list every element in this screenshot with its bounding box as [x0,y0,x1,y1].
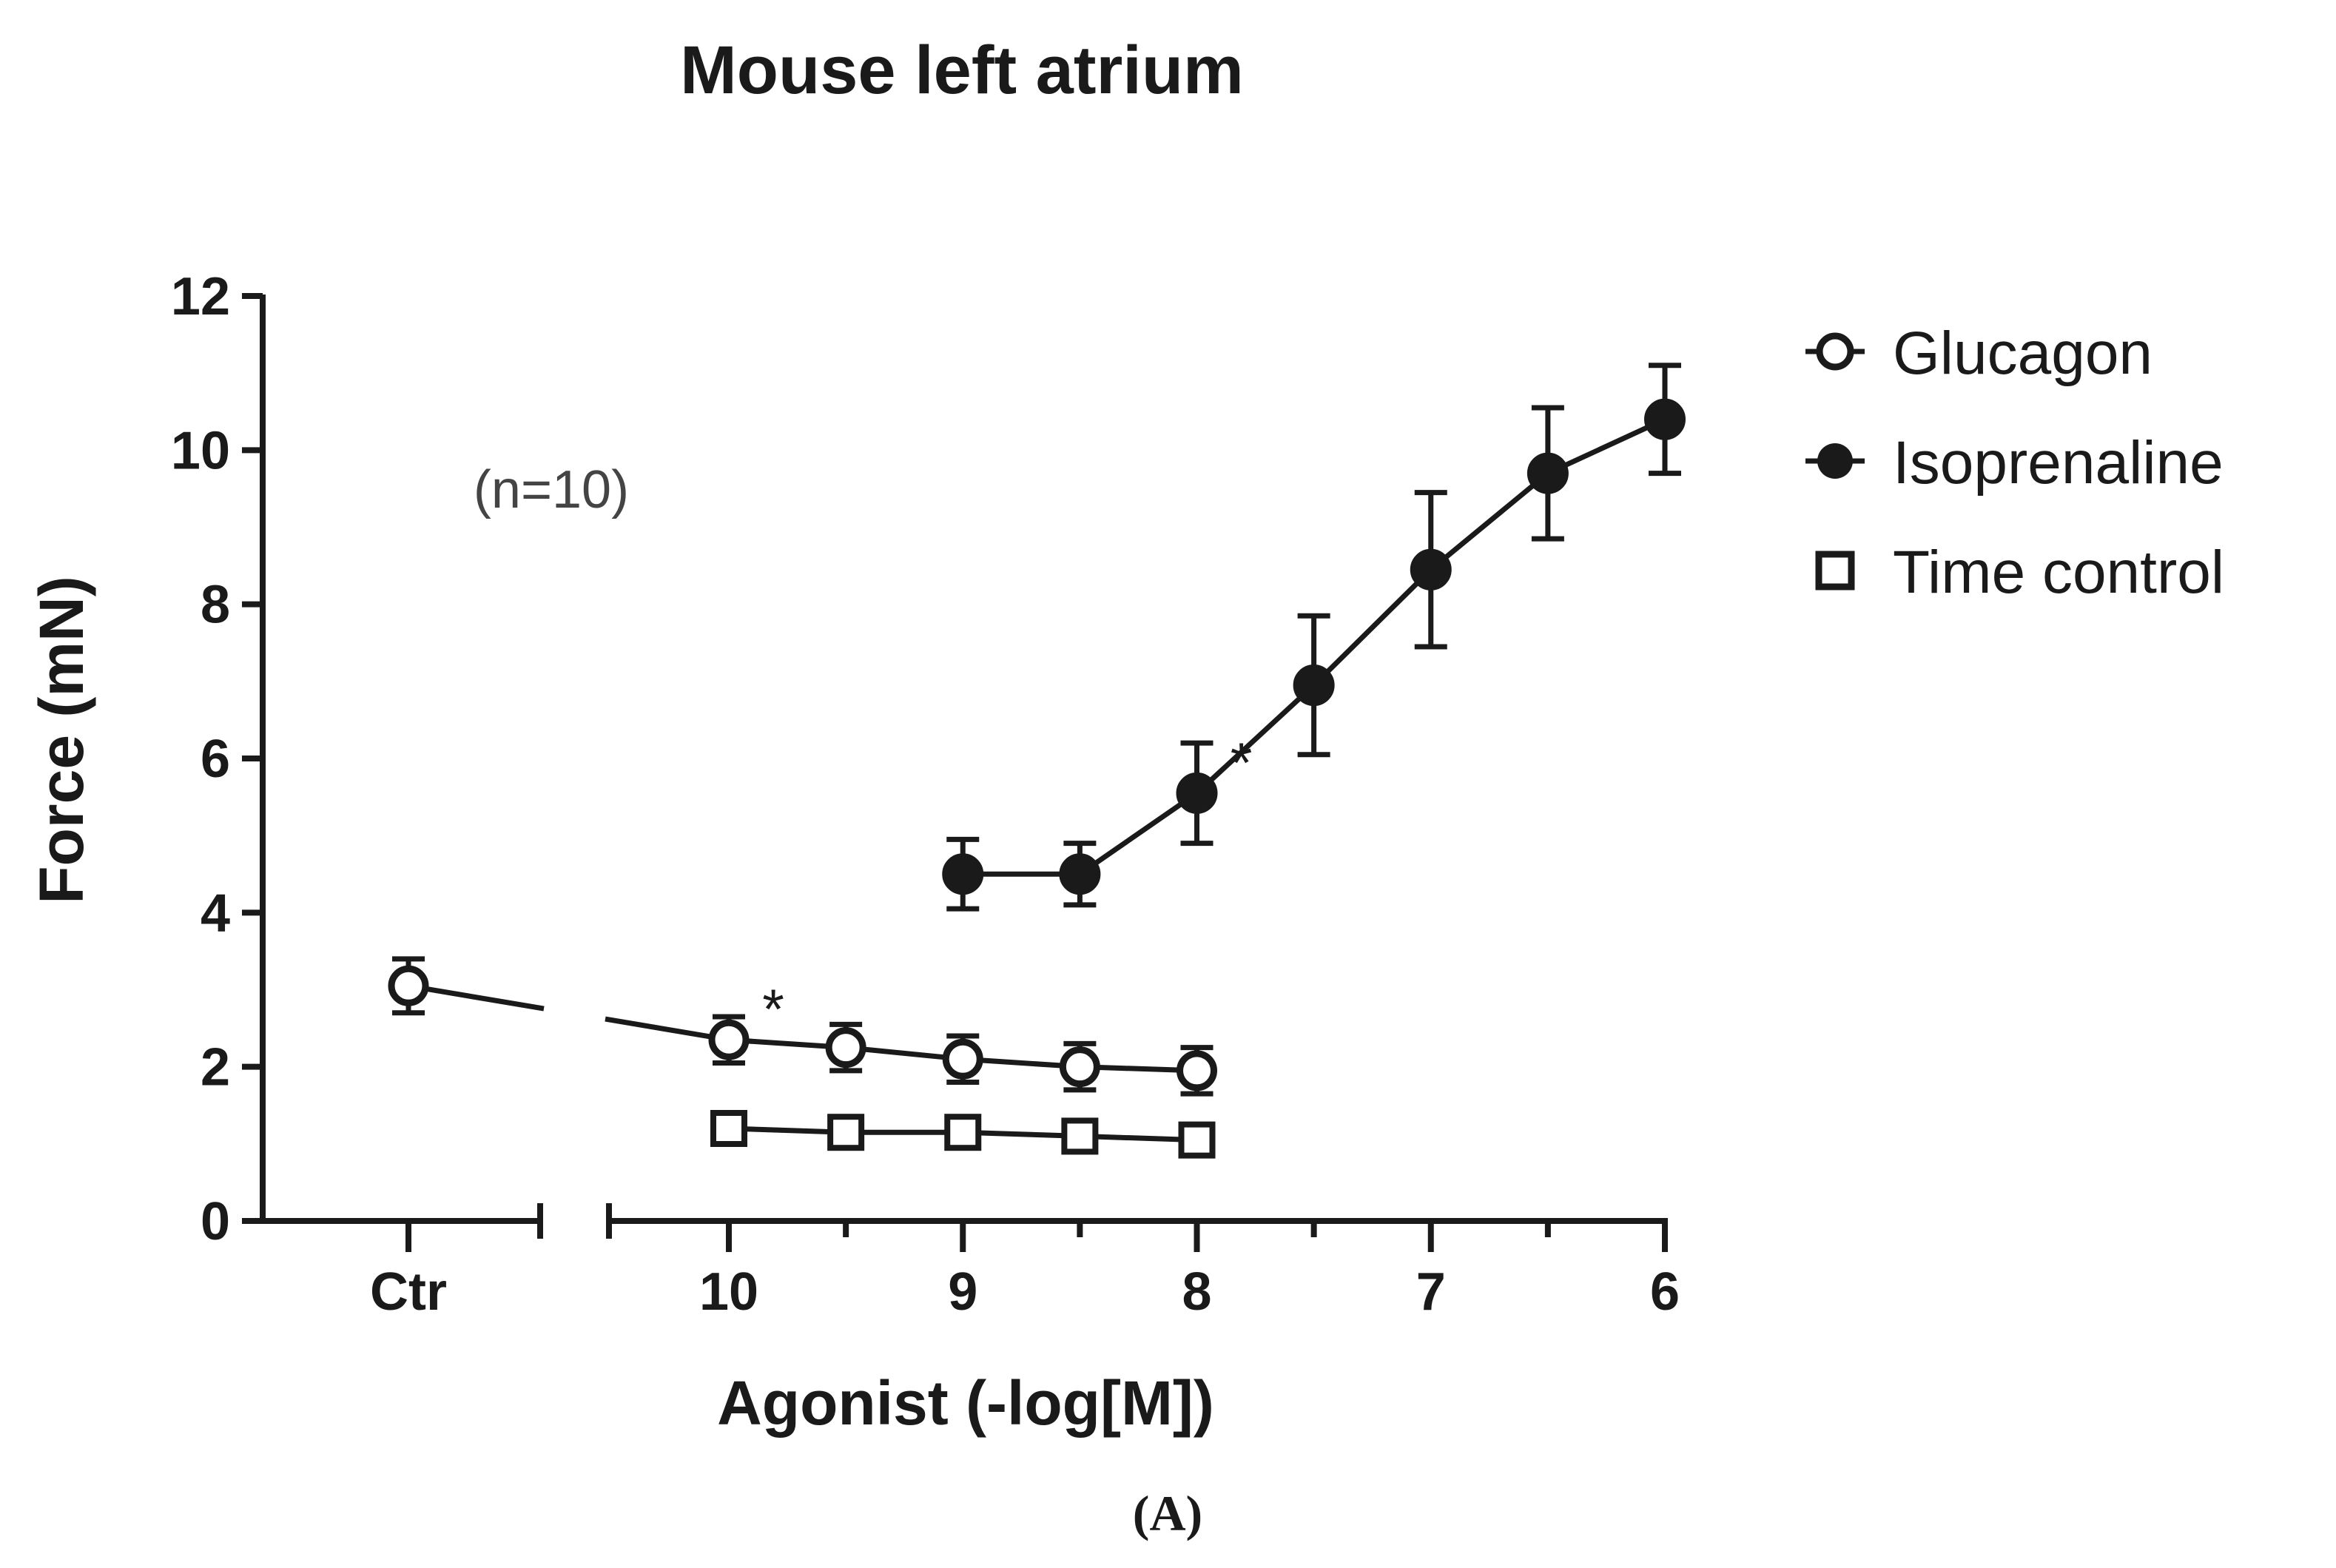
data-point-isoprenaline [1644,398,1686,440]
legend-item-isoprenaline: Isoprenaline [1805,429,2224,497]
chart-title: Mouse left atrium [680,33,1244,108]
data-point-time-control [1178,1121,1216,1159]
series-line-segment [1195,683,1316,795]
significance-marker: * [762,978,784,1041]
y-axis-label: Force (mN) [27,576,96,904]
data-point-isoprenaline [1176,772,1218,814]
series-line-segment [1546,417,1666,476]
legend-marker-open-circle [1816,332,1854,371]
series-line-segment [1312,568,1433,687]
data-point-time-control [1061,1117,1099,1155]
legend-item-glucagon: Glucagon [1805,320,2152,387]
data-point-isoprenaline [942,853,984,895]
y-tick-label: 6 [201,730,230,789]
sample-size-annotation: (n=10) [474,460,629,519]
series-line-segment [1080,1133,1197,1143]
data-point-glucagon [942,1038,983,1080]
series-glucagon [388,956,1217,1097]
y-tick-label: 0 [201,1192,230,1251]
y-tick-label: 12 [171,267,230,326]
data-point-time-control [944,1114,982,1151]
x-tick-label: 8 [1182,1262,1211,1322]
series-isoprenaline [942,363,1686,912]
x-tick-label: Ctr [370,1262,447,1322]
data-point-time-control [710,1110,747,1147]
series-line-segment [1078,790,1199,877]
data-point-isoprenaline [1059,853,1101,895]
series-layer: ** [388,363,1686,1159]
series-time-control [710,1110,1216,1159]
x-axis-label: Agonist (-log[M]) [717,1368,1214,1438]
legend-marker-open-square [1815,551,1855,590]
panel-label: (A) [1133,1485,1202,1541]
axes-group: 0 2 4 6 8 10 12 Ctr 10 9 8 7 6 [171,267,1680,1322]
series-line-segment [1429,471,1550,572]
data-point-glucagon [825,1027,866,1069]
legend-label: Glucagon [1893,320,2152,387]
data-point-glucagon [388,965,429,1006]
y-tick-label: 8 [201,576,230,635]
legend: Glucagon Isoprenaline Time control [1805,320,2224,606]
data-point-glucagon [708,1019,750,1060]
y-tick-label: 4 [201,884,230,943]
series-line-segment [963,1129,1080,1139]
data-point-glucagon [1177,1050,1217,1091]
data-point-isoprenaline [1293,664,1335,707]
series-line-segment [408,983,545,1012]
legend-item-time-control: Time control [1815,539,2224,606]
x-tick-label: 7 [1416,1262,1446,1322]
x-tick-label: 10 [699,1262,758,1322]
legend-marker-filled-circle [1817,443,1853,479]
significance-marker: * [1231,732,1253,795]
series-line-segment [728,1125,846,1135]
series-line-segment [605,1016,730,1043]
x-tick-label: 6 [1650,1262,1680,1322]
y-tick-label: 10 [171,421,230,480]
data-point-glucagon [1059,1046,1100,1088]
x-tick-label: 9 [948,1262,977,1322]
y-tick-label: 2 [201,1038,230,1097]
data-point-time-control [827,1114,865,1151]
legend-label: Time control [1893,539,2224,606]
data-point-isoprenaline [1527,452,1569,494]
data-point-isoprenaline [1410,548,1452,590]
legend-label: Isoprenaline [1893,429,2224,497]
